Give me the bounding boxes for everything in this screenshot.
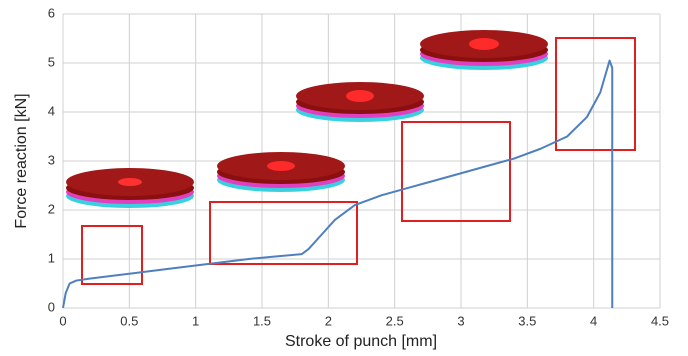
- y-tick-label: 6: [48, 5, 55, 20]
- x-tick-label: 1: [192, 313, 199, 328]
- y-tick-label: 0: [48, 299, 55, 314]
- disc: [66, 168, 194, 208]
- x-tick-label: 0: [59, 313, 66, 328]
- y-tick-label: 5: [48, 54, 55, 69]
- x-tick-label: 1.5: [253, 313, 271, 328]
- grid: [63, 14, 660, 308]
- x-tick-label: 4.5: [651, 313, 669, 328]
- highlight-box: [556, 38, 635, 150]
- x-tick-label: 3.5: [518, 313, 536, 328]
- x-tick-label: 2.5: [386, 313, 404, 328]
- x-tick-label: 4: [590, 313, 597, 328]
- x-axis-title: Stroke of punch [mm]: [285, 333, 437, 350]
- y-tick-label: 2: [48, 201, 55, 216]
- discs: [66, 30, 548, 208]
- disc: [420, 30, 548, 70]
- x-tick-label: 2: [325, 313, 332, 328]
- highlight-box: [402, 122, 510, 221]
- disc: [217, 152, 345, 192]
- y-axis-title: Force reaction [kN]: [13, 93, 30, 228]
- disc: [296, 82, 424, 122]
- y-tick-label: 1: [48, 250, 55, 265]
- x-tick-label: 0.5: [120, 313, 138, 328]
- highlight-box: [210, 202, 357, 264]
- x-tick-label: 3: [457, 313, 464, 328]
- chart: Stroke of punch [mm] Force reaction [kN]…: [0, 0, 688, 356]
- y-tick-label: 4: [48, 103, 55, 118]
- y-tick-label: 3: [48, 152, 55, 167]
